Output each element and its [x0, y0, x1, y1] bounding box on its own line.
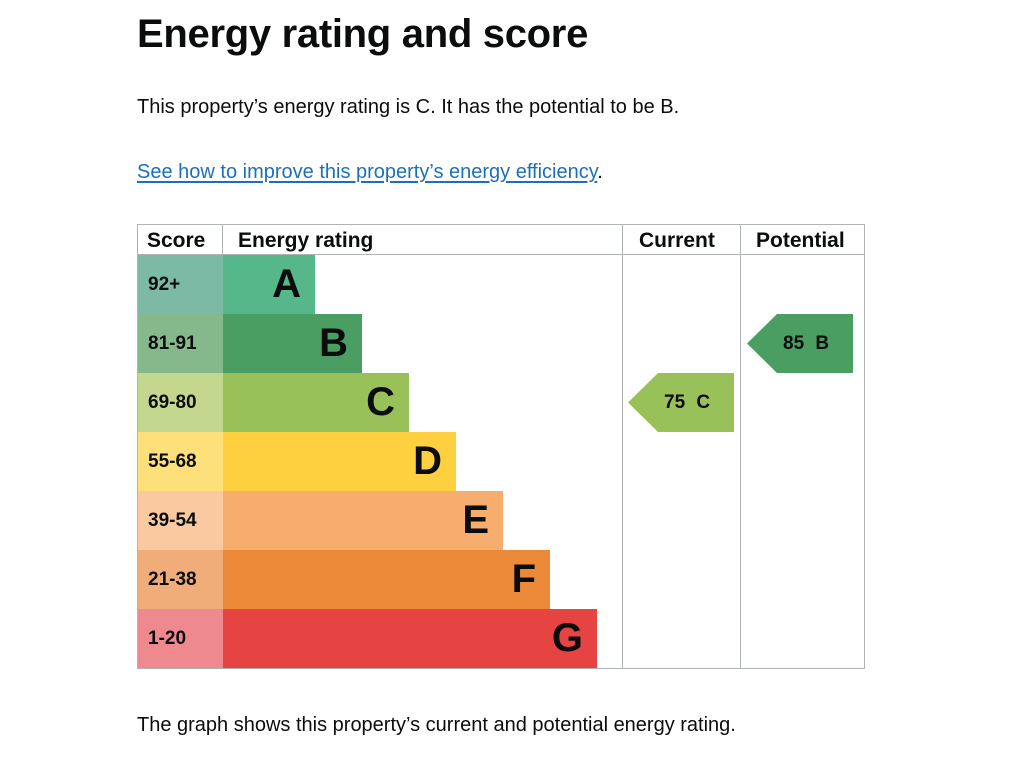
page-title: Energy rating and score — [137, 12, 589, 56]
current-column-divider — [740, 225, 741, 668]
band-bar-e: E — [223, 491, 503, 550]
rating-column-divider — [622, 225, 623, 668]
band-bar-f: F — [223, 550, 550, 609]
energy-rating-graph: Score Energy rating Current Potential 92… — [137, 224, 865, 669]
band-score-range: 92+ — [138, 255, 223, 314]
band-letter: F — [511, 557, 536, 601]
band-bar-a: A — [223, 255, 315, 314]
band-letter: C — [366, 380, 395, 424]
score-header: Score — [147, 229, 206, 252]
graph-description: The graph shows this property’s current … — [137, 714, 736, 736]
current-rating-arrow: 75 C — [628, 373, 734, 432]
rating-summary: This property’s energy rating is C. It h… — [137, 96, 680, 118]
improve-paragraph: See how to improve this property’s energ… — [137, 161, 603, 184]
band-score-range: 69-80 — [138, 373, 223, 432]
energy-rating-header: Energy rating — [238, 229, 374, 252]
band-bar-g: G — [223, 609, 597, 668]
band-score-range: 55-68 — [138, 432, 223, 491]
band-letter: E — [462, 498, 489, 542]
band-bar-d: D — [223, 432, 456, 491]
band-score-range: 39-54 — [138, 491, 223, 550]
band-score-range: 21-38 — [138, 550, 223, 609]
current-header: Current — [639, 229, 715, 252]
potential-header: Potential — [756, 229, 845, 252]
improve-efficiency-link[interactable]: See how to improve this property’s energ… — [137, 161, 598, 183]
band-letter: D — [413, 439, 442, 483]
band-score-range: 81-91 — [138, 314, 223, 373]
band-letter: A — [272, 262, 301, 306]
improve-suffix: . — [597, 161, 603, 183]
band-bar-b: B — [223, 314, 362, 373]
potential-rating-arrow: 85 B — [747, 314, 853, 373]
header-divider — [138, 254, 864, 255]
band-bar-c: C — [223, 373, 409, 432]
band-letter: B — [319, 321, 348, 365]
band-letter: G — [551, 616, 583, 660]
band-score-range: 1-20 — [138, 609, 223, 668]
